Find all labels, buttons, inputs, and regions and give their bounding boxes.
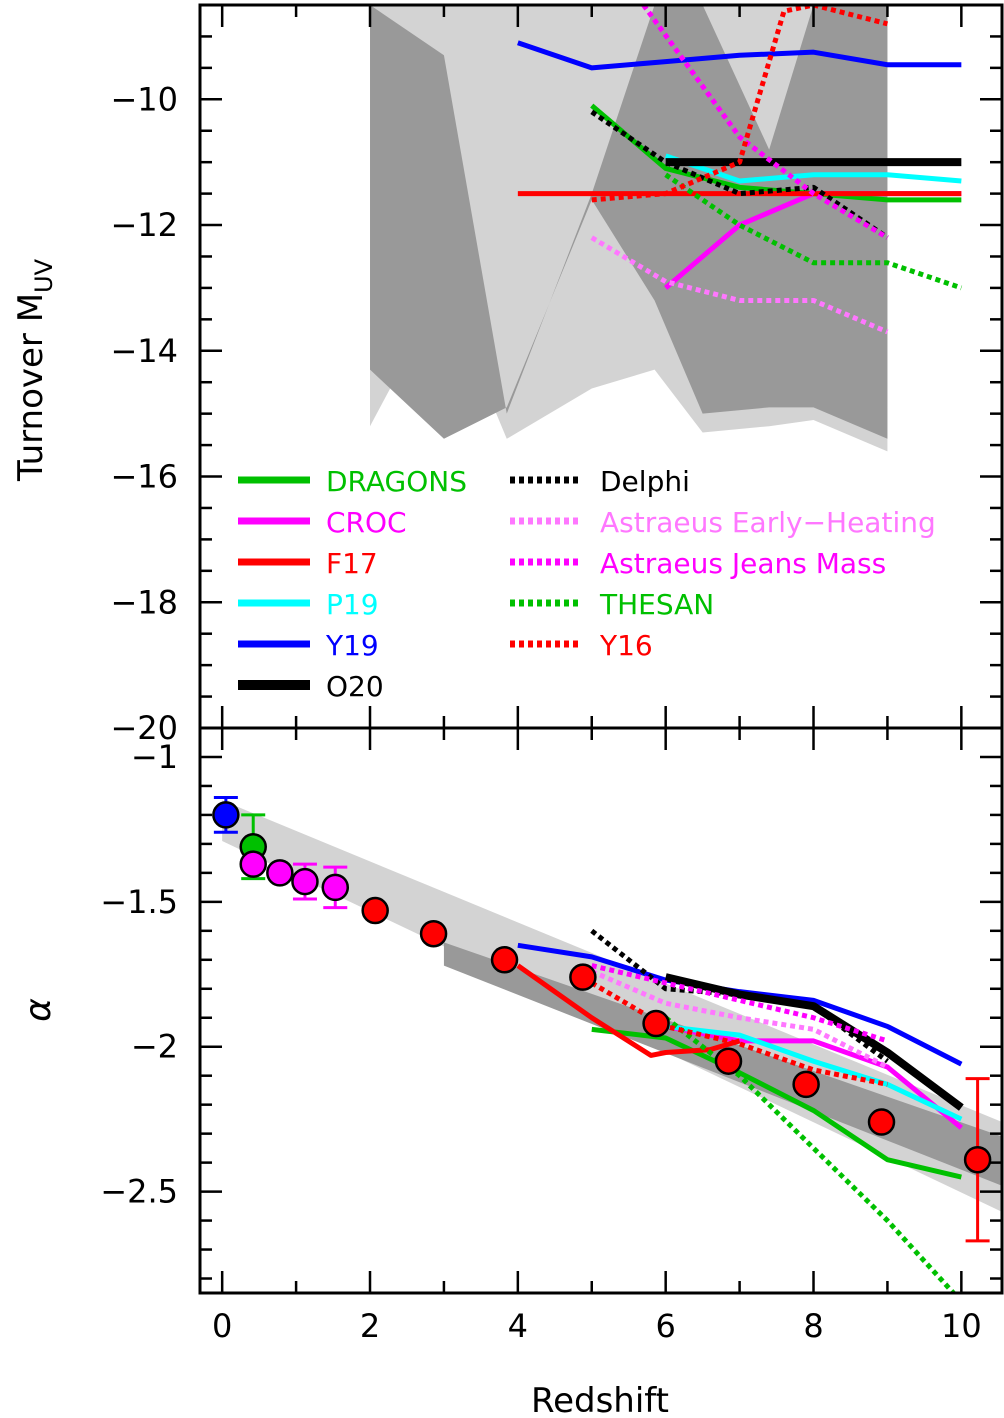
series-thesan-dotted — [664, 172, 963, 291]
series-astraeus-early-heating-dotted — [590, 235, 889, 335]
data-point — [321, 873, 350, 902]
data-point — [642, 1009, 670, 1038]
series-delphi-dotted — [590, 109, 889, 240]
series-y16-dotted — [590, 980, 888, 1087]
series-dragons — [590, 103, 962, 203]
x-tick-label: 0 — [212, 1307, 232, 1345]
legend-label-y16: Y16 — [599, 629, 653, 662]
data-point — [419, 919, 448, 948]
data-point — [963, 1145, 992, 1174]
series-astraeus-jeans-mass-dotted — [591, 963, 889, 1044]
series-y19 — [517, 40, 962, 71]
x-tick-label: 4 — [508, 1307, 528, 1345]
series-astraeus-early-heating-dotted — [590, 969, 889, 1070]
top-y-axis-label-sub: UV — [30, 258, 58, 293]
top-y-axis-label-main: Turnover M — [11, 293, 51, 482]
top-legend: DRAGONS CROC F17 P19 Y19 O20 Delphi Astraeus Ea… — [238, 465, 936, 703]
plot-frame — [198, 3, 1004, 1295]
x-tick-label: 2 — [360, 1307, 380, 1345]
legend-label-f17: F17 — [326, 547, 378, 580]
x-tick-label: 8 — [803, 1307, 823, 1345]
data-point — [714, 1047, 743, 1075]
y-tick-label: −10 — [110, 80, 178, 118]
data-point — [490, 946, 519, 974]
series-p19 — [665, 1023, 963, 1122]
legend-label-astraeus-jeans-mass: Astraeus Jeans Mass — [600, 547, 886, 580]
legend-label-thesan: THESAN — [599, 588, 714, 621]
series-thesan-dotted — [664, 1015, 957, 1293]
data-point — [792, 1070, 820, 1099]
series-o20 — [664, 973, 964, 1111]
y-tick-label: −2 — [131, 1028, 178, 1066]
data-point — [212, 801, 240, 829]
x-tick-label: 6 — [655, 1307, 675, 1345]
legend-label-delphi: Delphi — [600, 465, 690, 498]
legend-label-croc: CROC — [326, 506, 407, 539]
y-tick-label: −14 — [110, 332, 178, 370]
data-point — [291, 867, 319, 896]
data-point — [266, 859, 294, 887]
bottom-bands — [222, 800, 1002, 1212]
bottom-axes: 0 2 4 6 8 10 −1 −1.5 −2 −2.5 — [100, 728, 1002, 1345]
top-series — [517, 5, 963, 335]
data-point — [239, 850, 267, 878]
y-tick-label: −1 — [131, 738, 178, 776]
y-tick-label: −18 — [110, 583, 178, 621]
x-tick-label: 10 — [941, 1307, 982, 1345]
top-panel: DRAGONS CROC F17 P19 Y19 O20 Delphi Astraeus Ea… — [11, 5, 1002, 747]
x-axis-label: Redshift — [531, 1381, 669, 1418]
legend-label-o20: O20 — [326, 670, 384, 703]
y-tick-label: −20 — [110, 709, 178, 747]
top-axes: −10 −12 −14 −16 −18 −20 — [110, 5, 1002, 747]
top-bands — [370, 5, 888, 452]
series-f17 — [516, 963, 741, 1058]
data-point — [569, 963, 597, 991]
data-point — [867, 1108, 896, 1136]
y-tick-label: −12 — [110, 206, 178, 244]
bottom-y-axis-label: α — [18, 998, 59, 1022]
bottom-panel: 0 2 4 6 8 10 −1 −1.5 −2 −2.5 α Redshift — [18, 728, 1002, 1418]
series-astraeus-jeans-mass-dotted — [641, 5, 889, 240]
data-point — [361, 896, 389, 925]
legend-label-y19: Y19 — [325, 629, 379, 662]
legend-label-dragons: DRAGONS — [326, 465, 467, 498]
top-y-axis-label: Turnover MUV — [11, 258, 58, 482]
bottom-series — [516, 928, 964, 1293]
y-tick-label: −1.5 — [100, 883, 178, 921]
y-tick-label: −16 — [110, 458, 178, 496]
dark-band — [370, 5, 888, 439]
legend-label-astraeus-early-heating: Astraeus Early−Heating — [600, 506, 936, 539]
bottom-points — [212, 796, 992, 1243]
legend-label-p19: P19 — [326, 588, 379, 621]
series-y16-dotted — [591, 5, 889, 203]
y-tick-label: −2.5 — [100, 1173, 178, 1211]
